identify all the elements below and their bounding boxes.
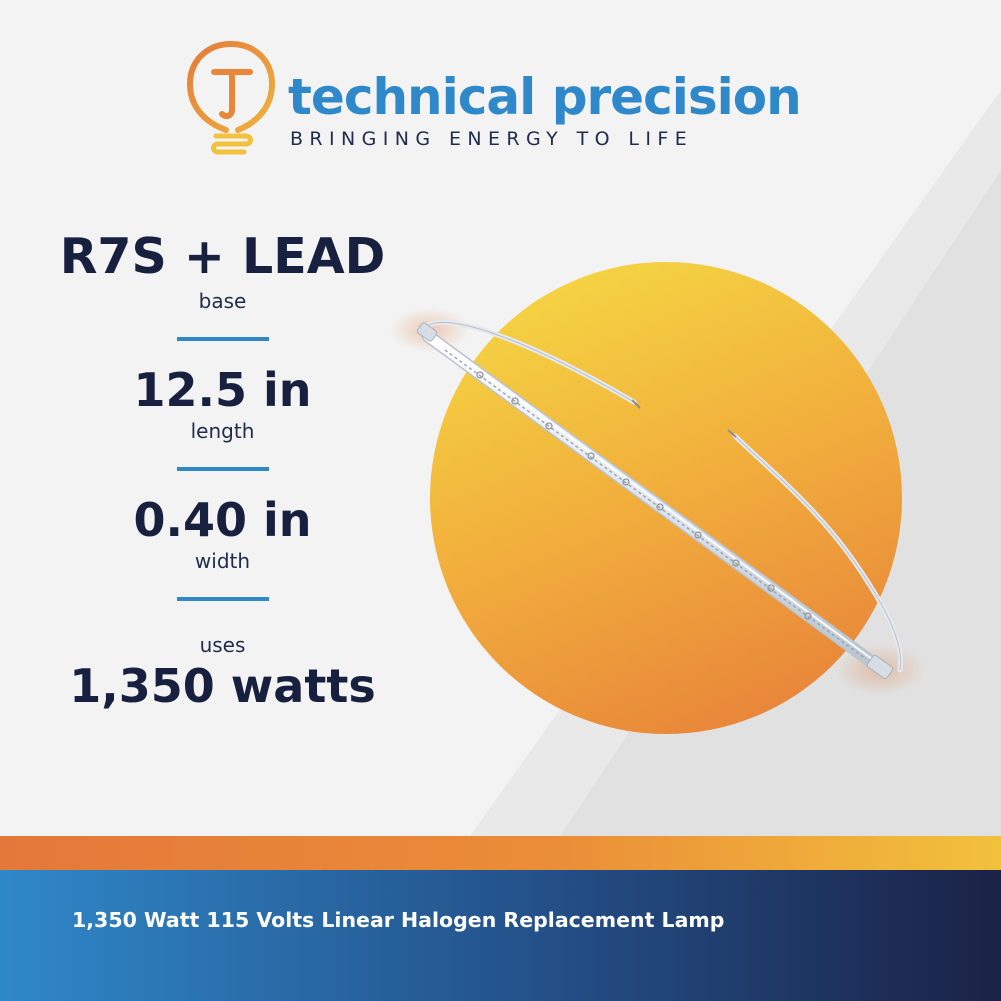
sun-circle [430,262,902,734]
lightbulb-t-logo-icon [186,40,276,155]
brand-name: technical precision [288,68,802,126]
lead-wire-top-edge [424,321,635,403]
spec-width-value: 0.40 in [133,493,312,547]
footer-bar [0,870,1001,1001]
lead-wire-bottom-edge [734,435,902,671]
spec-divider [176,337,269,341]
spec-width-label: width [194,549,251,573]
footer-accent-stripe [0,836,1001,870]
spec-power-value: 1,350 watts [69,659,376,713]
wire-tip-top [631,399,641,409]
filament-supports [476,371,812,620]
brand-logo: technical precision BRINGING ENERGY TO L… [186,40,806,170]
spec-base-value: R7S + LEAD [59,228,386,285]
product-title: 1,350 Watt 115 Volts Linear Halogen Repl… [72,908,725,932]
spec-divider [176,597,269,601]
spec-length-value: 12.5 in [133,363,312,417]
spec-base-label: base [198,289,247,313]
end-cap-bottom [866,654,894,680]
quartz-tube [423,331,885,673]
brand-tagline: BRINGING ENERGY TO LIFE [290,128,694,150]
spec-divider [176,467,269,471]
end-cap-top [416,322,438,342]
halogen-lamp-image [416,319,904,680]
spec-list: R7S + LEAD base 12.5 in length 0.40 in w… [50,232,395,709]
spec-length-label: length [190,419,255,443]
wire-tip-bottom [727,429,737,438]
tube-highlight [431,335,877,663]
spec-power-label: uses [199,633,246,657]
